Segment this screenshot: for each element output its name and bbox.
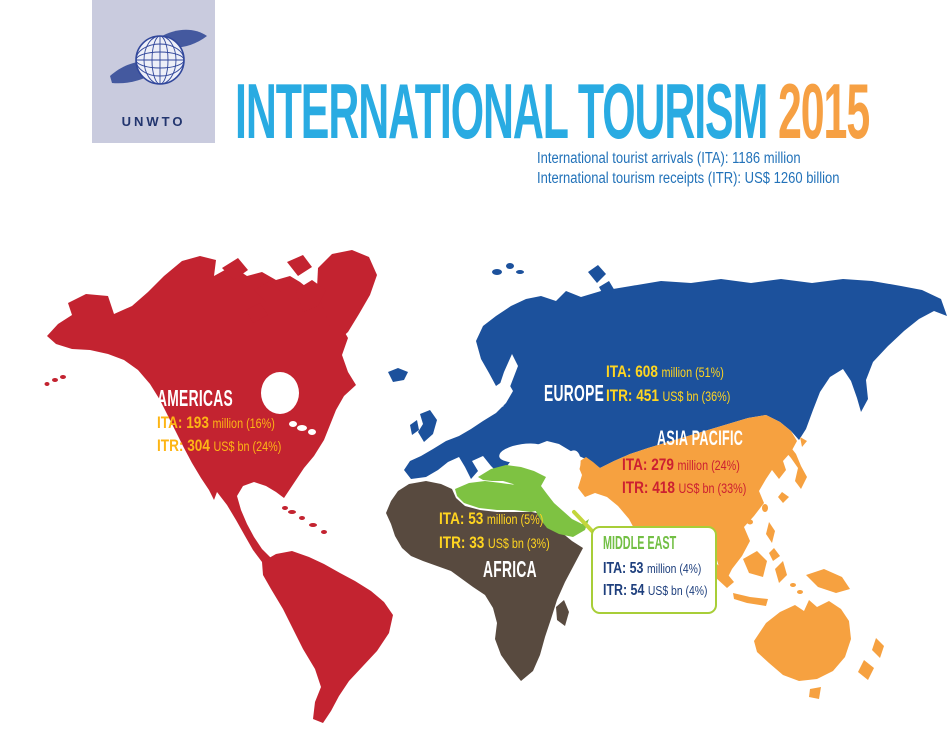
asia-mainland-shape xyxy=(577,415,797,581)
middle-east-itr-stat: ITR: 54 US$ bn (4%) xyxy=(603,582,708,599)
greenland-shape xyxy=(317,250,377,341)
africa-shape xyxy=(386,481,583,681)
region-asia-pacific xyxy=(577,415,884,699)
caspian-sea xyxy=(561,450,581,482)
iceland-shape xyxy=(388,368,408,382)
ireland-shape xyxy=(410,420,419,435)
region-americas xyxy=(44,250,393,723)
persian-gulf xyxy=(570,499,592,518)
great-lake xyxy=(289,421,297,427)
black-sea xyxy=(499,443,547,463)
europe-label: EUROPE xyxy=(544,380,605,406)
north-america-shape xyxy=(47,256,356,570)
madagascar-shape xyxy=(556,600,569,626)
region-africa xyxy=(386,481,583,681)
uk-shape xyxy=(418,410,437,442)
americas-ita-stat: ITA: 193 million (16%) xyxy=(157,413,275,432)
middle-east-callout-box: MIDDLE EAST ITA: 53 million (4%) ITR: 54… xyxy=(591,526,717,614)
hudson-bay xyxy=(261,372,299,414)
unwto-logo-wordmark: UNWTO xyxy=(121,114,186,129)
great-lake xyxy=(297,425,307,431)
subtitle-line-receipts: International tourism receipts (ITR): US… xyxy=(537,170,840,187)
south-america-shape xyxy=(262,551,393,723)
asia-pacific-label: ASIA PACIFIC xyxy=(657,427,744,450)
asia-pacific-ita-stat: ITA: 279 million (24%) xyxy=(622,455,740,474)
australia-shape xyxy=(754,600,851,681)
africa-label: AFRICA xyxy=(483,556,537,582)
middle-east-ita-stat: ITA: 53 million (4%) xyxy=(603,560,702,577)
europe-itr-stat: ITR: 451 US$ bn (36%) xyxy=(606,386,731,405)
subtitle-line-arrivals: International tourist arrivals (ITA): 11… xyxy=(537,150,801,167)
europe-russia-shape xyxy=(404,279,947,479)
baltic-sea xyxy=(496,354,518,407)
americas-itr-stat: ITR: 304 US$ bn (24%) xyxy=(157,436,282,455)
sea-of-okhotsk xyxy=(812,373,858,429)
tasmania-shape xyxy=(809,687,821,699)
title-year: 2015 xyxy=(778,67,870,155)
middle-east-callout-line xyxy=(572,510,595,534)
seas xyxy=(261,354,858,518)
arctic-islands xyxy=(222,255,326,323)
americas-label: AMERICAS xyxy=(157,385,234,411)
japan-shape xyxy=(778,437,807,503)
asia-pacific-itr-stat: ITR: 418 US$ bn (33%) xyxy=(622,478,747,497)
unwto-logo-box: UNWTO xyxy=(92,0,215,143)
europe-ita-stat: ITA: 608 million (51%) xyxy=(606,362,724,381)
africa-itr-stat: ITR: 33 US$ bn (3%) xyxy=(439,533,550,552)
arabia-levant-shape xyxy=(478,465,589,537)
unwto-globe-icon xyxy=(110,29,207,85)
africa-ita-stat: ITA: 53 million (5%) xyxy=(439,509,544,528)
page-title: INTERNATIONAL TOURISM 2015 xyxy=(235,72,870,150)
arctic-europe-islands xyxy=(492,263,615,298)
region-europe xyxy=(388,263,947,479)
great-lake xyxy=(308,429,316,435)
middle-east-label: MIDDLE EAST xyxy=(603,533,677,553)
caribbean-islands xyxy=(44,375,327,534)
region-middle-east xyxy=(455,465,589,537)
title-main: INTERNATIONAL TOURISM xyxy=(235,67,768,155)
world-map xyxy=(44,250,947,723)
new-zealand-shape xyxy=(858,638,884,680)
subtitle: International tourist arrivals (ITA): 11… xyxy=(537,149,839,189)
